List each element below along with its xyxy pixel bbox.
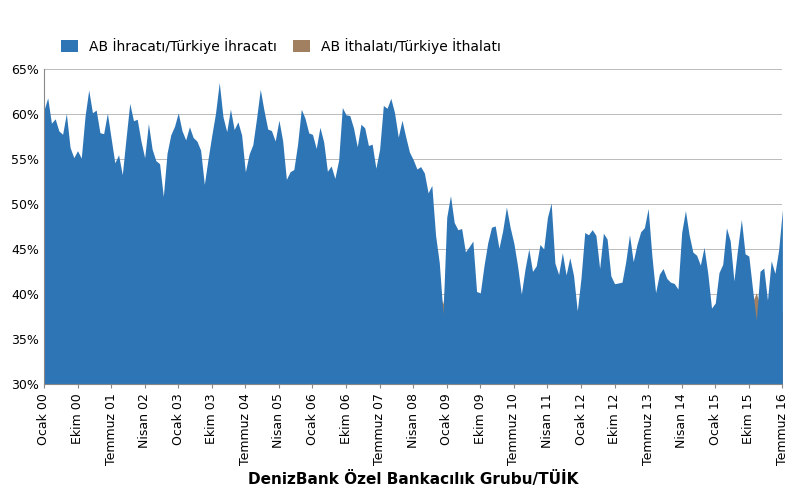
X-axis label: DenizBank Özel Bankacılık Grubu/TÜİK: DenizBank Özel Bankacılık Grubu/TÜİK	[248, 471, 578, 487]
Legend: AB İhracatı/Türkiye İhracatı, AB İthalatı/Türkiye İthalatı: AB İhracatı/Türkiye İhracatı, AB İthalat…	[58, 35, 504, 56]
